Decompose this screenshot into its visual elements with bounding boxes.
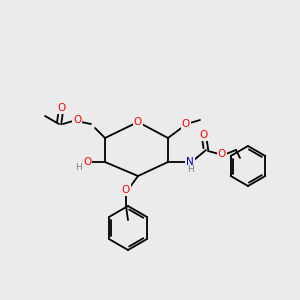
Text: N: N <box>186 157 194 167</box>
Text: O: O <box>182 119 190 129</box>
Text: O: O <box>73 115 81 125</box>
Text: O: O <box>83 157 91 167</box>
Text: H: H <box>188 166 194 175</box>
Text: H: H <box>75 164 81 172</box>
Text: O: O <box>57 103 65 113</box>
Text: O: O <box>218 149 226 159</box>
Text: O: O <box>200 130 208 140</box>
Text: O: O <box>134 117 142 127</box>
Text: O: O <box>122 185 130 195</box>
